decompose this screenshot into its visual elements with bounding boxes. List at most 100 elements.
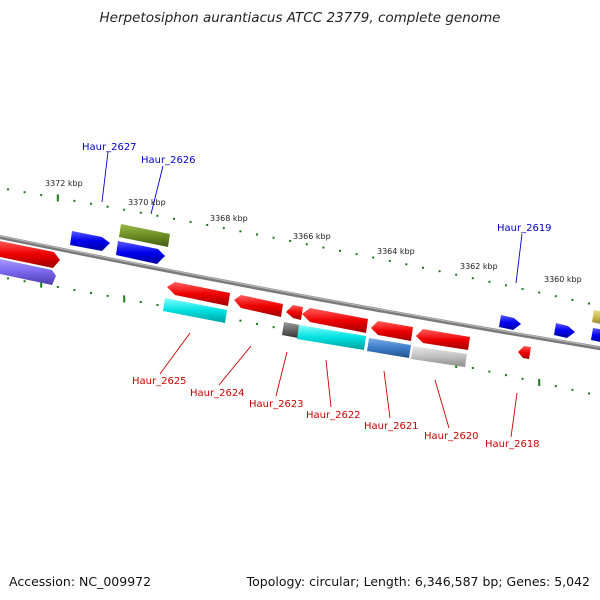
gene-arrow[interactable]: [70, 231, 110, 251]
gene-label[interactable]: Haur_2625: [132, 376, 187, 387]
leader-line: [101, 151, 109, 203]
minor-tick: [189, 220, 192, 223]
minor-tick: [106, 294, 109, 297]
gene-label[interactable]: Haur_2622: [306, 410, 361, 421]
gene-arrow[interactable]: [416, 329, 470, 350]
gene-arrow[interactable]: [286, 305, 303, 320]
gene-arrow[interactable]: [371, 321, 413, 341]
minor-tick: [471, 277, 474, 280]
gene-arrow[interactable]: [411, 346, 467, 367]
major-tick: [123, 295, 126, 303]
minor-tick: [554, 385, 557, 388]
gene-arrow[interactable]: [116, 241, 165, 264]
minor-tick: [222, 227, 225, 230]
minor-tick: [372, 256, 375, 259]
genome-backbone: [0, 234, 600, 351]
minor-tick: [139, 300, 142, 303]
gene-arrow[interactable]: [592, 310, 600, 325]
gene-arrow[interactable]: [302, 308, 368, 333]
minor-tick: [471, 366, 474, 369]
gene-label[interactable]: Haur_2626: [141, 155, 196, 166]
minor-tick: [538, 291, 541, 294]
scale-label: 3362 kbp: [460, 262, 498, 271]
leader-line: [510, 392, 518, 438]
minor-tick: [521, 287, 524, 290]
minor-tick: [488, 370, 491, 373]
leader-line: [159, 332, 191, 375]
gene-label[interactable]: Haur_2624: [190, 388, 245, 399]
minor-tick: [123, 208, 126, 211]
gene-label[interactable]: Haur_2621: [364, 421, 419, 432]
minor-tick: [173, 217, 175, 220]
minor-tick: [455, 273, 458, 276]
minor-tick: [139, 211, 142, 214]
gene-arrow[interactable]: [367, 338, 411, 358]
minor-tick: [73, 288, 76, 291]
map-title: Herpetosiphon aurantiacus ATCC 23779, co…: [99, 10, 501, 26]
gene-features: [0, 224, 600, 367]
minor-tick: [272, 326, 275, 329]
gene-arrow[interactable]: [163, 298, 227, 323]
major-tick: [56, 194, 59, 202]
scale-label: 3368 kbp: [210, 214, 248, 223]
major-tick: [40, 280, 43, 288]
minor-tick: [289, 239, 292, 242]
scale-ticks-outer: [7, 188, 590, 305]
gene-arrow[interactable]: [234, 295, 283, 317]
major-tick: [538, 378, 541, 386]
leader-line: [150, 165, 164, 215]
minor-tick: [256, 322, 258, 325]
minor-tick: [388, 259, 391, 262]
accession-text: Accession: NC_009972: [9, 574, 152, 589]
minor-tick: [488, 280, 491, 283]
leader-line: [434, 379, 450, 429]
minor-tick: [405, 263, 408, 266]
minor-tick: [90, 202, 92, 205]
minor-tick: [554, 295, 557, 298]
gene-arrow[interactable]: [297, 325, 366, 350]
minor-tick: [156, 214, 159, 217]
scale-label: 3360 kbp: [544, 275, 582, 284]
minor-tick: [239, 319, 242, 322]
minor-tick: [505, 374, 507, 377]
gene-arrow[interactable]: [554, 323, 575, 338]
minor-tick: [23, 280, 26, 283]
gene-arrow[interactable]: [119, 224, 170, 247]
minor-tick: [571, 388, 574, 391]
minor-tick: [56, 286, 59, 289]
gene-arrow[interactable]: [0, 258, 56, 285]
scale-label: 3370 kbp: [128, 198, 166, 207]
scale-label: 3372 kbp: [45, 179, 83, 188]
gene-label[interactable]: Haur_2620: [424, 431, 479, 442]
leader-line: [275, 351, 288, 397]
gene-arrow[interactable]: [167, 282, 230, 306]
minor-tick: [7, 277, 9, 280]
gene-label[interactable]: Haur_2618: [485, 439, 540, 450]
gene-arrow[interactable]: [0, 240, 60, 268]
gene-arrow[interactable]: [499, 315, 521, 330]
minor-tick: [256, 233, 258, 236]
minor-tick: [505, 284, 507, 287]
minor-tick: [571, 298, 574, 301]
gene-arrow[interactable]: [518, 346, 531, 359]
minor-tick: [339, 249, 341, 252]
minor-tick: [156, 303, 159, 306]
minor-tick: [23, 191, 26, 194]
leader-line: [383, 370, 391, 419]
minor-tick: [521, 377, 524, 380]
gene-label[interactable]: Haur_2619: [497, 223, 552, 234]
scale-label: 3364 kbp: [377, 247, 415, 256]
minor-tick: [438, 270, 441, 273]
leader-line: [325, 359, 332, 408]
gene-label[interactable]: Haur_2627: [82, 142, 137, 153]
gene-arrow[interactable]: [591, 328, 600, 343]
leader-line: [218, 345, 252, 386]
genome-summary-text: Topology: circular; Length: 6,346,587 bp…: [246, 574, 590, 589]
gene-arrow[interactable]: [282, 322, 300, 338]
minor-tick: [90, 291, 92, 294]
gene-label[interactable]: Haur_2623: [249, 399, 304, 410]
minor-tick: [322, 246, 325, 249]
minor-tick: [355, 253, 358, 256]
minor-tick: [239, 230, 242, 233]
